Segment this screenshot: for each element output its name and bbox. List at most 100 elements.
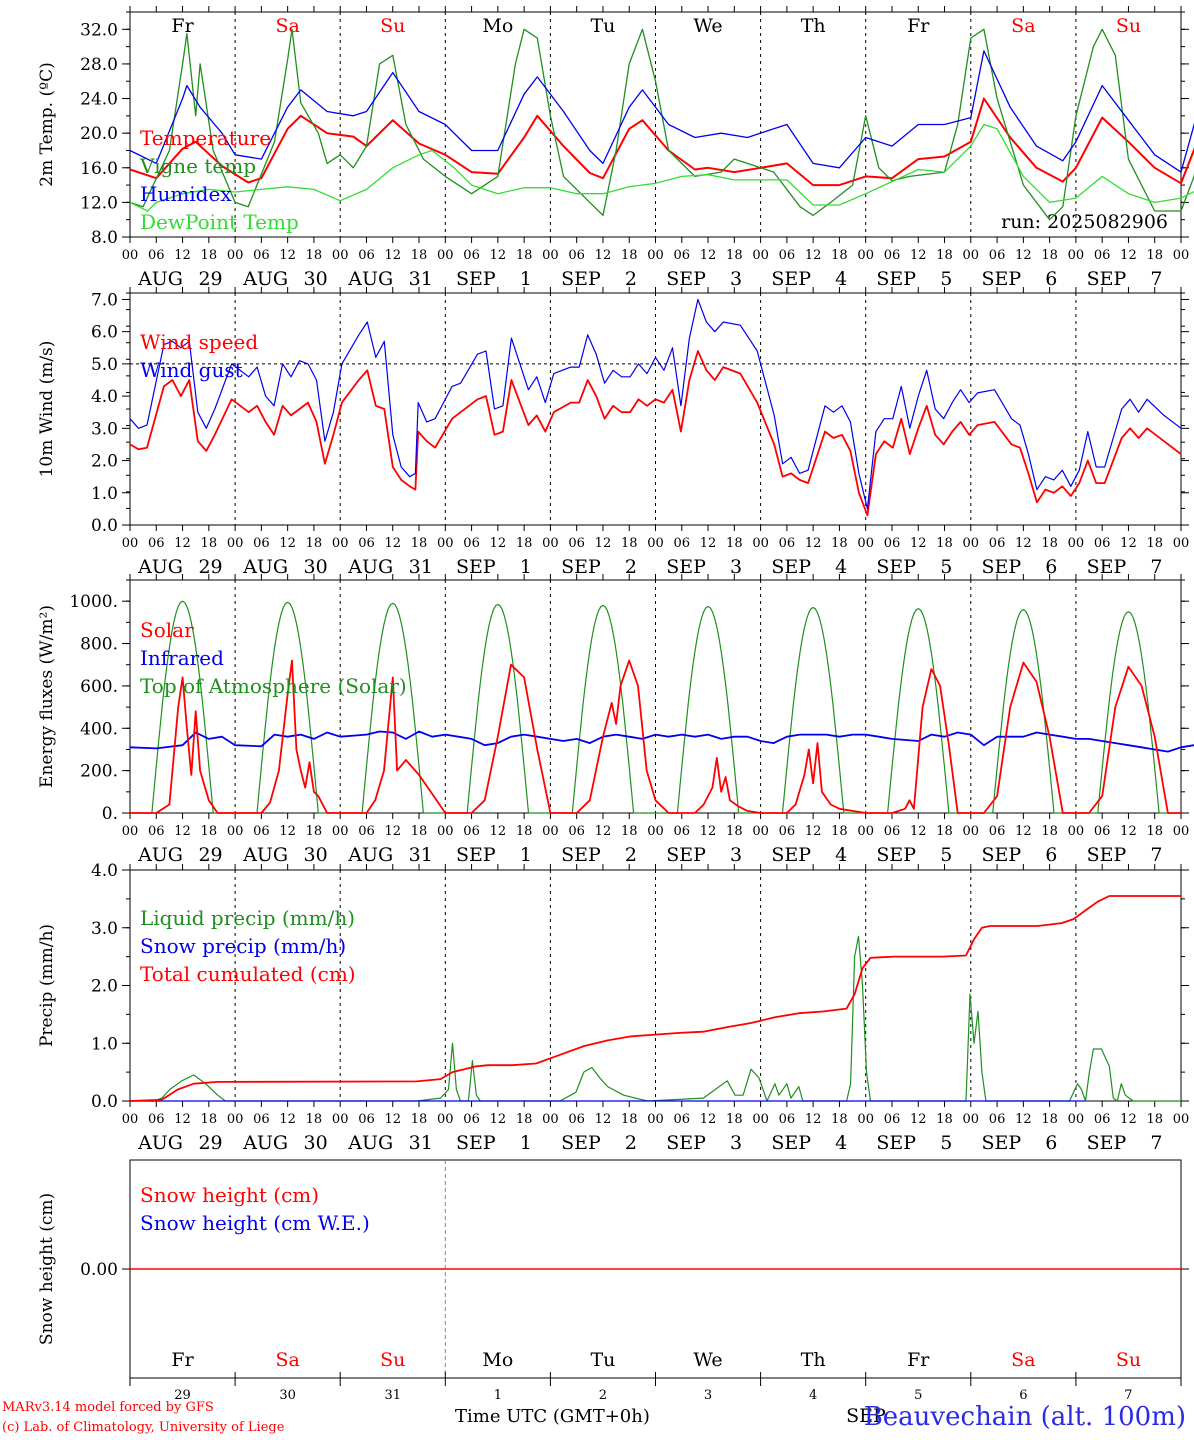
hour-tick-label: 18 [726, 1112, 743, 1127]
date-month-label: SEP [771, 844, 811, 866]
date-day-label: 5 [940, 268, 952, 290]
hour-tick-label: 18 [621, 1112, 638, 1127]
date-day-label: 5 [940, 844, 952, 866]
hour-tick-label: 06 [148, 1112, 165, 1127]
y-tick-label: 24.0 [80, 90, 118, 110]
hour-tick-label: 12 [279, 1112, 296, 1127]
date-day-label: 1 [520, 268, 532, 290]
y-axis-label: Snow height (cm) [37, 1193, 57, 1345]
hour-tick-label: 12 [384, 536, 401, 551]
series-infrared [129, 730, 1194, 753]
hour-tick-label: 18 [201, 1112, 218, 1127]
hour-tick-label: 06 [674, 1112, 691, 1127]
date-month-label: SEP [1087, 556, 1127, 578]
hour-tick-label: 06 [463, 1112, 480, 1127]
snow-day-number: 2 [599, 1388, 607, 1403]
hour-tick-label: 06 [358, 248, 375, 263]
hour-tick-label: 18 [411, 824, 428, 839]
snow-weekday-label: Sa [1011, 1349, 1035, 1371]
hour-tick-label: 06 [463, 536, 480, 551]
hour-tick-label: 18 [1146, 248, 1163, 263]
hour-tick-label: 00 [647, 1112, 664, 1127]
legend-entry: Humidex [140, 182, 232, 206]
hour-tick-label: 06 [253, 1112, 270, 1127]
snow-day-number: 6 [1019, 1388, 1027, 1403]
date-month-label: SEP [771, 268, 811, 290]
hour-tick-label: 12 [805, 248, 822, 263]
date-month-label: AUG [137, 268, 183, 290]
hour-tick-label: 12 [174, 1112, 191, 1127]
hour-tick-label: 00 [332, 536, 349, 551]
hour-tick-label: 12 [174, 248, 191, 263]
legend-entry: Temperature [140, 126, 271, 150]
hour-tick-label: 12 [700, 248, 717, 263]
lab-credit: (c) Lab. of Climatology, University of L… [2, 1420, 285, 1435]
date-month-label: SEP [876, 268, 916, 290]
hour-tick-label: 00 [542, 248, 559, 263]
hour-tick-label: 00 [1068, 1112, 1085, 1127]
y-tick-label: 1.0 [91, 1034, 118, 1054]
date-month-label: SEP [982, 268, 1022, 290]
weekday-label: Fr [171, 15, 194, 37]
series-humidex [129, 50, 1194, 173]
date-day-label: 29 [198, 844, 222, 866]
hour-tick-label: 00 [963, 248, 980, 263]
hour-tick-label: 18 [831, 536, 848, 551]
hour-tick-label: 12 [279, 248, 296, 263]
y-tick-label: 0.0 [91, 516, 118, 536]
date-day-label: 6 [1045, 844, 1057, 866]
hour-tick-label: 06 [358, 1112, 375, 1127]
date-day-label: 3 [730, 556, 742, 578]
date-month-label: SEP [666, 556, 706, 578]
hour-tick-label: 12 [910, 248, 927, 263]
hour-tick-label: 00 [752, 536, 769, 551]
panel-3: 0. 200. 400. 600. 800. 1000. Energy fluxes (W/… [37, 574, 1189, 866]
y-axis-label: 2m Temp. (ºC) [37, 62, 57, 187]
hour-tick-label: 18 [831, 1112, 848, 1127]
legend-entry: Snow height (cm W.E.) [140, 1211, 370, 1235]
weekday-label: Fr [907, 15, 930, 37]
date-day-label: 4 [835, 844, 847, 866]
hour-tick-label: 18 [936, 536, 953, 551]
date-day-label: 31 [409, 844, 433, 866]
hour-tick-label: 06 [463, 824, 480, 839]
legend-entry: Top of Atmosphere (Solar) [140, 674, 407, 698]
run-label: run: 2025082906 [1001, 211, 1168, 233]
snow-weekday-label: Fr [907, 1349, 930, 1371]
date-month-label: SEP [982, 556, 1022, 578]
hour-tick-label: 06 [568, 824, 585, 839]
snow-month-label: SEP [846, 1405, 886, 1427]
snow-weekday-label: Fr [171, 1349, 194, 1371]
hour-tick-label: 12 [490, 536, 507, 551]
y-tick-label: 4.0 [91, 387, 118, 407]
date-month-label: SEP [1087, 268, 1127, 290]
snow-day-number: 1 [494, 1388, 502, 1403]
date-month-label: AUG [347, 268, 393, 290]
hour-tick-label: 18 [306, 1112, 323, 1127]
hour-tick-label: 00 [122, 536, 139, 551]
x-axis-title: Time UTC (GMT+0h) [455, 1406, 650, 1427]
hour-tick-label: 06 [989, 248, 1006, 263]
hour-tick-label: 18 [306, 824, 323, 839]
date-month-label: SEP [666, 1132, 706, 1154]
date-month-label: SEP [876, 1132, 916, 1154]
date-day-label: 4 [835, 268, 847, 290]
hour-tick-label: 06 [1094, 248, 1111, 263]
snow-weekday-label: Th [801, 1349, 826, 1371]
date-day-label: 5 [940, 556, 952, 578]
y-tick-label: 16.0 [80, 159, 118, 179]
y-tick-label: 8.0 [91, 228, 118, 248]
hour-tick-label: 00 [227, 824, 244, 839]
date-day-label: 2 [625, 844, 637, 866]
hour-tick-label: 18 [1146, 536, 1163, 551]
y-tick-label: 7.0 [91, 290, 118, 310]
hour-tick-label: 12 [700, 824, 717, 839]
weekday-label: Tu [590, 15, 615, 37]
snow-day-number: 5 [914, 1388, 922, 1403]
y-tick-label: 1000. [69, 592, 118, 612]
hour-tick-label: 00 [122, 824, 139, 839]
date-month-label: SEP [561, 556, 601, 578]
hour-tick-label: 18 [726, 824, 743, 839]
hour-tick-label: 12 [490, 248, 507, 263]
